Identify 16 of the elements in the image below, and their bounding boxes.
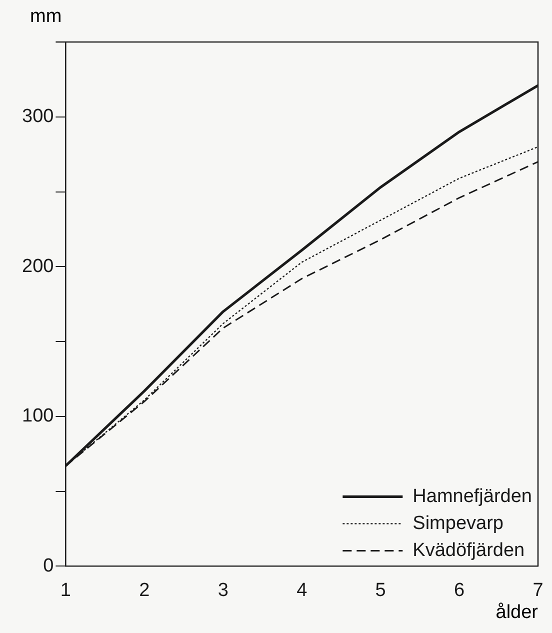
x-tick-label: 1 xyxy=(60,580,71,601)
x-tick-label: 4 xyxy=(296,580,308,601)
x-axis-title: ålder xyxy=(496,602,538,624)
legend-label: Hamnefjärden xyxy=(412,486,532,507)
y-axis-title: mm xyxy=(30,6,62,28)
y-tick-label: 0 xyxy=(43,555,54,576)
x-tick-label: 3 xyxy=(218,580,228,601)
legend-label: Kvädöfjärden xyxy=(412,540,525,561)
x-tick-label: 6 xyxy=(454,580,465,601)
x-tick-label: 5 xyxy=(375,580,386,601)
x-tick-label: 7 xyxy=(532,580,544,601)
y-tick-label: 300 xyxy=(22,106,54,128)
legend-label: Simpevarp xyxy=(412,512,504,534)
y-tick-label: 200 xyxy=(22,256,54,277)
x-tick-label: 2 xyxy=(139,580,150,601)
y-tick-label: 100 xyxy=(22,406,54,427)
